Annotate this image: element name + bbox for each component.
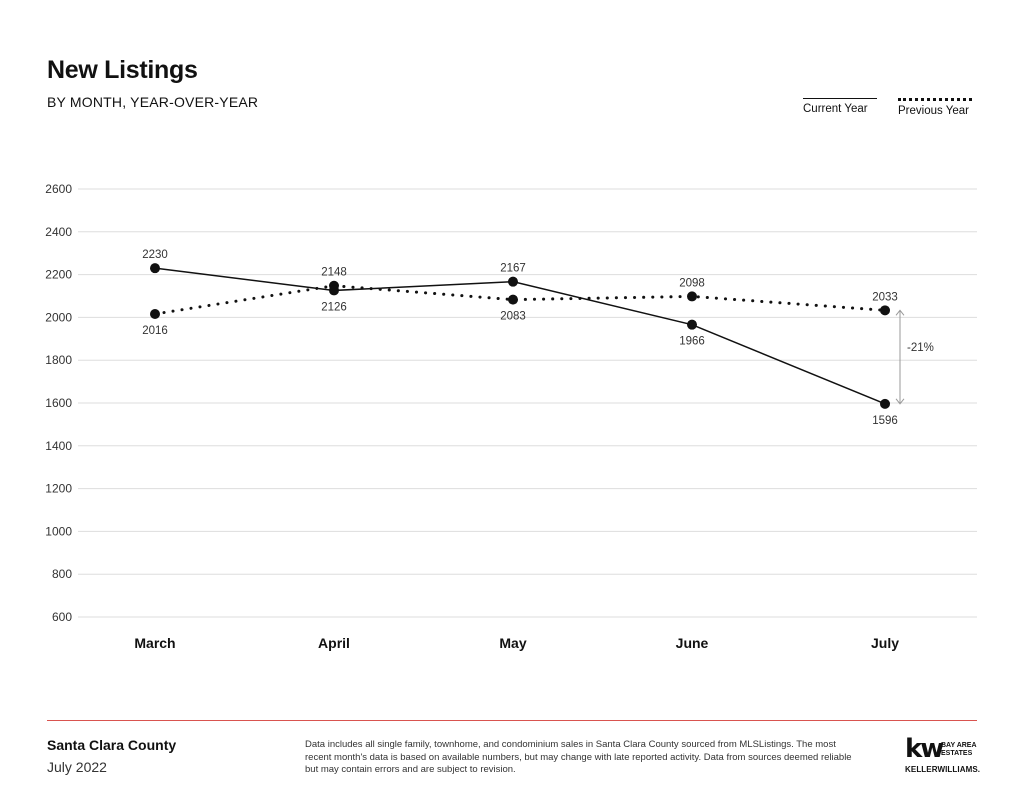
series-line-current-year bbox=[154, 267, 886, 405]
data-point-current-year bbox=[880, 398, 890, 409]
y-tick-label: 1000 bbox=[45, 524, 72, 538]
footer-date: July 2022 bbox=[47, 759, 107, 775]
page-title: New Listings bbox=[47, 56, 198, 84]
y-tick-label: 2000 bbox=[45, 310, 72, 324]
data-label-previous-year: 2148 bbox=[321, 267, 347, 279]
data-label-current-year: 1966 bbox=[679, 336, 705, 348]
y-tick-label: 1200 bbox=[45, 482, 72, 496]
data-label-previous-year: 2033 bbox=[872, 291, 898, 303]
y-tick-label: 600 bbox=[52, 610, 72, 624]
legend-previous-year: Previous Year bbox=[898, 98, 972, 117]
data-point-previous-year bbox=[150, 308, 160, 319]
data-label-previous-year: 2083 bbox=[500, 311, 526, 323]
y-tick-label: 2600 bbox=[45, 182, 72, 196]
footer-county: Santa Clara County bbox=[47, 737, 177, 753]
data-label-previous-year: 2016 bbox=[142, 325, 168, 337]
logo-tagline: BAY AREA ESTATES bbox=[941, 742, 977, 757]
x-category-label: July bbox=[871, 635, 899, 651]
annotation-label: -21% bbox=[907, 342, 934, 354]
x-category-label: March bbox=[134, 635, 175, 651]
data-point-current-year bbox=[329, 285, 339, 296]
data-label-current-year: 2230 bbox=[142, 249, 168, 261]
x-category-label: April bbox=[318, 635, 350, 651]
kw-logo: kw BAY AREA ESTATES KELLERWILLIAMS. bbox=[905, 734, 981, 774]
legend-current-year: Current Year bbox=[803, 98, 877, 115]
data-label-current-year: 2167 bbox=[500, 263, 526, 275]
y-tick-label: 1400 bbox=[45, 439, 72, 453]
data-point-current-year bbox=[508, 276, 518, 287]
x-category-label: June bbox=[676, 635, 709, 651]
data-point-current-year bbox=[150, 263, 160, 274]
footer-disclaimer: Data includes all single family, townhom… bbox=[305, 739, 852, 775]
annotation-arrow-head-up bbox=[895, 309, 905, 316]
legend-solid-line-icon bbox=[803, 98, 877, 99]
logo-tag-line1: BAY AREA bbox=[941, 742, 977, 749]
y-tick-label: 1600 bbox=[45, 396, 72, 410]
legend-current-label: Current Year bbox=[803, 103, 868, 115]
data-point-previous-year bbox=[880, 305, 890, 316]
y-tick-label: 1800 bbox=[45, 353, 72, 367]
y-tick-label: 2200 bbox=[45, 268, 72, 282]
x-category-label: May bbox=[499, 635, 526, 651]
data-label-current-year: 1596 bbox=[872, 415, 898, 427]
line-chart: 600 800 1000 1200 1400 1600 1800 2000 2200 2400 26… bbox=[45, 182, 977, 651]
annotation-arrow-head-down bbox=[895, 398, 905, 405]
legend-dotted-line-icon bbox=[898, 98, 972, 101]
y-tick-label: 800 bbox=[52, 567, 72, 581]
data-point-current-year bbox=[687, 319, 697, 330]
data-point-previous-year bbox=[687, 291, 697, 302]
legend-previous-label: Previous Year bbox=[898, 105, 969, 117]
data-label-previous-year: 2098 bbox=[679, 277, 705, 289]
logo-mark: kw bbox=[905, 734, 944, 764]
footer-divider bbox=[47, 720, 977, 721]
page-subtitle: BY MONTH, YEAR-OVER-YEAR bbox=[47, 94, 259, 110]
logo-tag-line2: ESTATES bbox=[941, 749, 973, 757]
data-point-previous-year bbox=[508, 294, 518, 305]
logo-brand: KELLERWILLIAMS. bbox=[905, 765, 981, 774]
data-label-current-year: 2126 bbox=[321, 301, 347, 313]
y-tick-label: 2400 bbox=[45, 225, 72, 239]
